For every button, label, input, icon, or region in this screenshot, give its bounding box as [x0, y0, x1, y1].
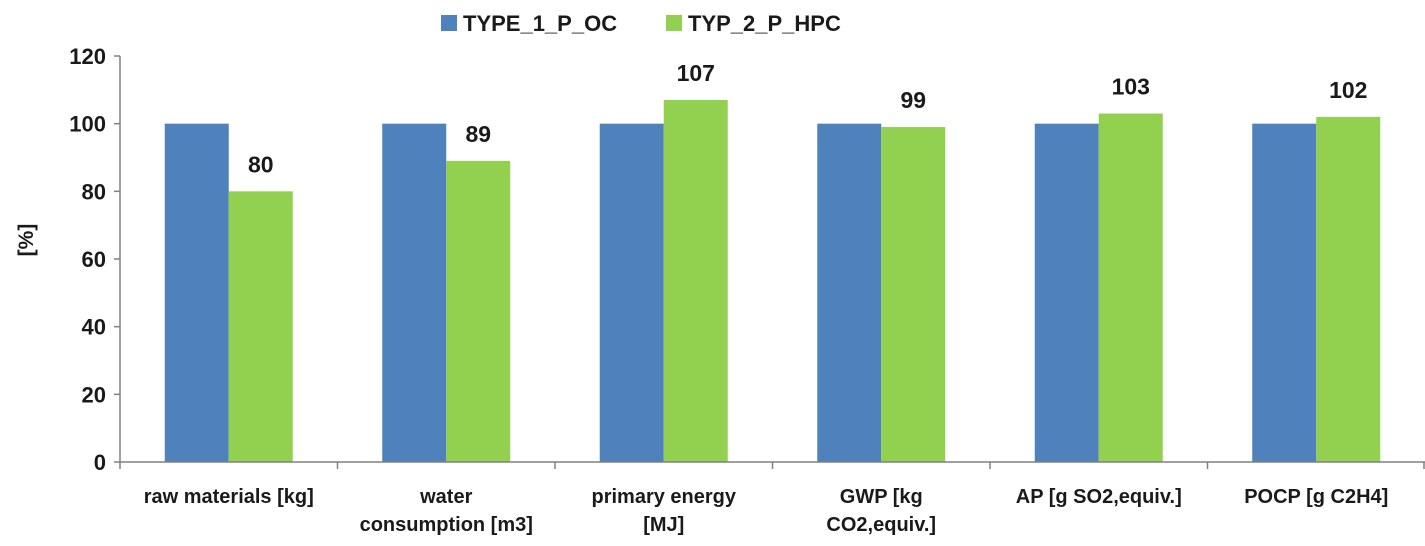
data-label: 102 — [1329, 77, 1367, 103]
legend-item: TYP_2_P_HPC — [666, 11, 841, 36]
legend-label: TYP_2_P_HPC — [688, 11, 841, 36]
y-axis-title: [%] — [15, 224, 38, 257]
bar — [1034, 123, 1099, 463]
legend-swatch — [441, 15, 457, 31]
y-tick-label: 20 — [82, 382, 106, 407]
bar — [1252, 123, 1317, 463]
data-label: 107 — [677, 60, 715, 86]
y-tick-label: 80 — [82, 179, 106, 204]
y-tick-label: 40 — [82, 315, 106, 340]
x-tick-label: raw materials [kg] — [144, 486, 314, 508]
y-axis: 0 20 40 60 80 100 120 [%] — [15, 44, 121, 475]
data-label: 103 — [1112, 74, 1150, 100]
y-tick-label: 120 — [69, 44, 106, 69]
y-tick-label: 60 — [82, 247, 106, 272]
x-axis: raw materials [kg] water consumption [m3] p… — [119, 461, 1425, 536]
x-tick-label: AP [g SO2,equiv.] — [1016, 486, 1182, 508]
legend: TYPE_1_P_OC TYP_2_P_HPC — [441, 11, 841, 36]
legend-item: TYPE_1_P_OC — [441, 11, 617, 36]
legend-label: TYPE_1_P_OC — [463, 11, 617, 36]
bar — [599, 123, 664, 463]
data-label: 89 — [465, 121, 491, 147]
bar — [446, 160, 511, 462]
data-label: 99 — [900, 87, 926, 113]
bar — [228, 191, 293, 463]
data-labels: 80 89 107 99 103 102 — [248, 60, 1367, 177]
bar — [1316, 116, 1381, 463]
data-label: 80 — [248, 151, 274, 177]
x-tick-label: POCP [g C2H4] — [1244, 486, 1388, 508]
y-tick-label: 100 — [69, 112, 106, 137]
legend-swatch — [666, 15, 682, 31]
bar — [817, 123, 882, 463]
bar — [1098, 113, 1163, 463]
x-tick-label: primary energy [MJ] — [591, 486, 736, 536]
bars — [164, 99, 1381, 463]
bar — [881, 127, 946, 463]
x-tick-label: water consumption [m3] — [360, 486, 533, 536]
bar — [164, 123, 229, 463]
x-tick-label: GWP [kg CO2,equiv.] — [826, 486, 936, 536]
bar — [663, 99, 728, 462]
y-tick-label: 0 — [94, 450, 106, 475]
bar — [382, 123, 447, 463]
